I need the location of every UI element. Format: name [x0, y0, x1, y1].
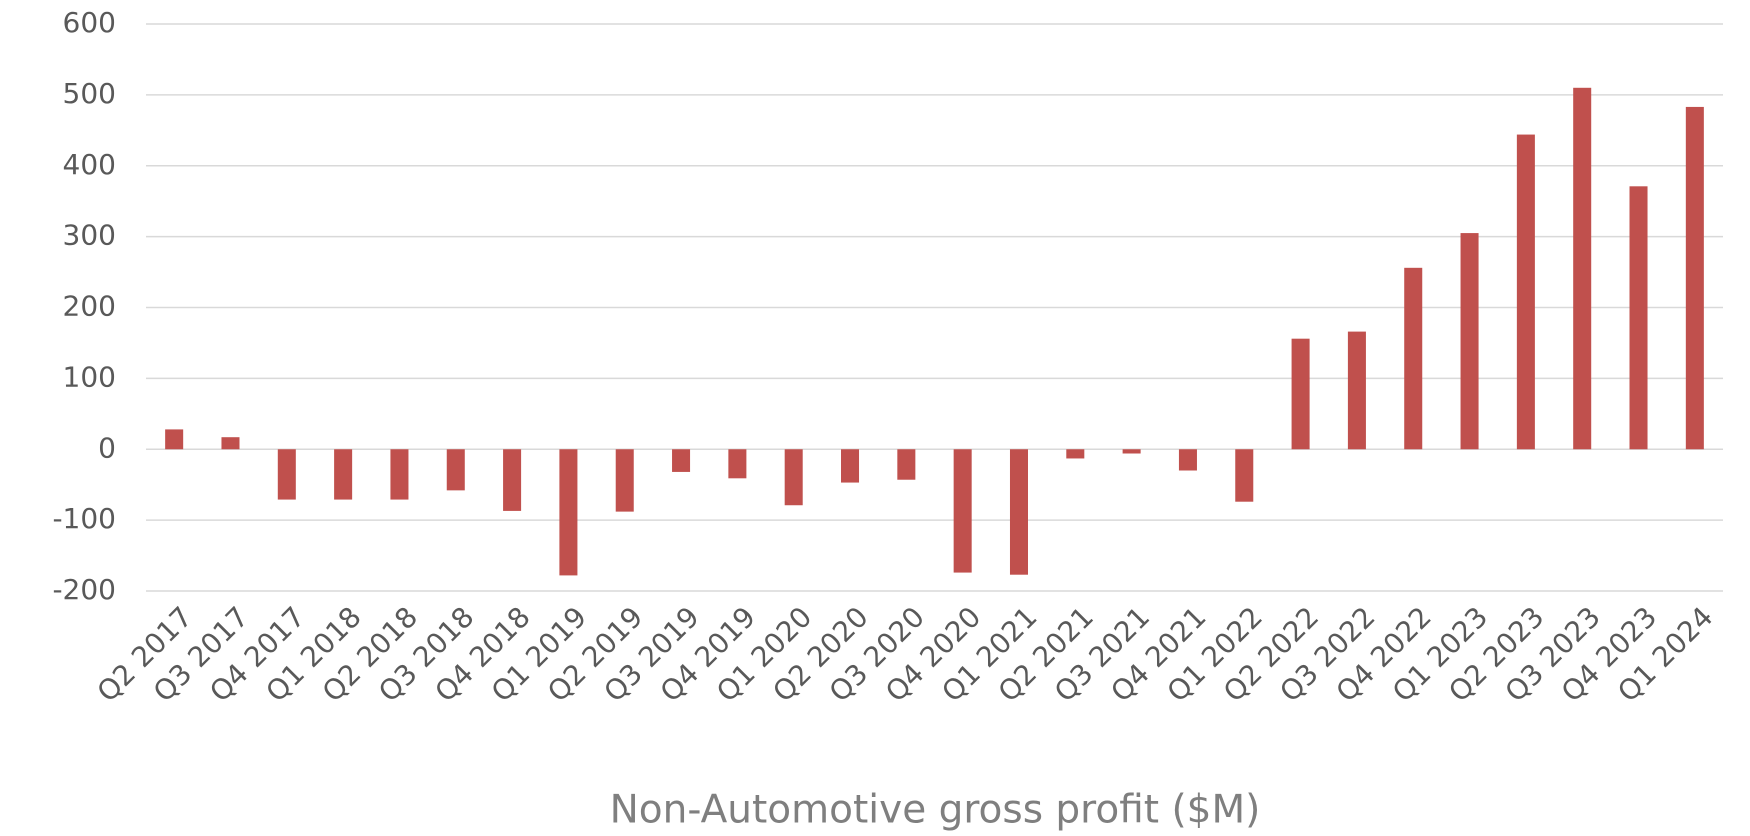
bar [1629, 186, 1648, 450]
bar [1122, 449, 1141, 454]
y-tick-label: 100 [63, 360, 116, 393]
bar [1516, 134, 1535, 450]
bar [1685, 106, 1704, 450]
y-tick-label: 400 [63, 148, 116, 181]
y-tick-label: -100 [52, 502, 116, 535]
bar [1291, 338, 1310, 450]
bar [1347, 331, 1366, 450]
bar [277, 449, 296, 500]
bar [221, 437, 240, 450]
bar [1178, 449, 1197, 471]
bar [1066, 449, 1085, 459]
bar [615, 449, 634, 512]
bar [446, 449, 465, 491]
bar [1573, 87, 1592, 450]
bar [953, 449, 972, 573]
y-tick-label: 200 [63, 290, 116, 323]
bar [165, 429, 184, 450]
bar [390, 449, 409, 500]
bar [559, 449, 578, 576]
y-tick-label: 500 [63, 77, 116, 110]
bar [841, 449, 860, 483]
bar [1460, 233, 1479, 450]
bar [503, 449, 522, 511]
y-tick-label: 0 [98, 431, 116, 464]
bar [1404, 267, 1423, 450]
y-tick-label: 600 [63, 6, 116, 39]
bar [1009, 449, 1028, 575]
y-tick-label: -200 [52, 573, 116, 606]
bar [784, 449, 803, 506]
bar [334, 449, 353, 500]
chart-title: Non-Automotive gross profit ($M) [610, 788, 1261, 833]
bar [728, 449, 747, 479]
bar [1235, 449, 1254, 502]
bar [897, 449, 916, 480]
y-tick-label: 300 [63, 219, 116, 252]
bar [672, 449, 691, 472]
